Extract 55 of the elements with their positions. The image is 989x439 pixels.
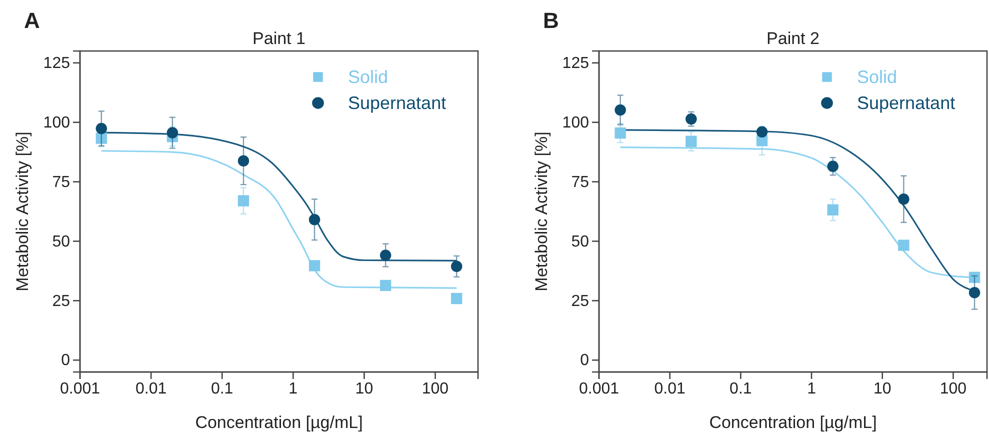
point [96,122,108,134]
x-tick-label: 1 [288,380,298,398]
chart-title: Paint 2 [766,29,820,48]
y-tick-label: 25 [52,292,70,310]
chart-title: Paint 1 [252,29,306,48]
x-tick-label: 0.1 [730,380,752,398]
y-tick-label: 75 [52,174,70,191]
x-tick-label: 0.001 [578,380,620,398]
legend-label: Supernatant [348,93,446,113]
point [686,136,697,147]
point [898,194,910,205]
y-tick-label: 50 [571,233,590,250]
legend-label: Solid [348,67,388,87]
legend-label: Supernatant [857,93,956,113]
text: B [543,8,559,33]
x-tick-label: 1 [807,380,816,398]
x-tick-label: 100 [940,380,967,398]
x-tick-label: 0.01 [135,380,167,398]
text: A [24,8,40,33]
x-tick-label: 100 [422,380,449,398]
point [827,160,838,172]
y-tick-label: 50 [52,233,70,250]
y-axis-title: Metabolic Activity [%] [532,132,551,292]
x-tick-label: 0.001 [60,380,100,398]
point [450,260,462,272]
x-tick-label: 0.1 [210,380,234,398]
point [380,250,392,261]
x-tick-label: 10 [873,380,892,398]
y-tick-label: 75 [571,174,590,191]
point [380,280,392,292]
x-tick-label: 10 [355,380,374,398]
y-tick-label: 100 [562,114,590,132]
x-axis-title: Concentration [µg/mL] [709,413,877,432]
point [614,104,626,116]
point [898,240,910,251]
y-tick-label: 0 [61,352,70,370]
x-axis-title: Concentration [µg/mL] [195,413,363,432]
point [827,204,838,216]
legend-label: Solid [857,67,898,87]
y-tick-label: 0 [580,352,590,370]
point [614,127,626,139]
point [308,260,320,272]
x-tick-label: 0.01 [654,380,686,398]
point [451,292,462,304]
point [96,132,107,144]
y-tick-label: 25 [571,292,590,310]
point [968,286,980,298]
point [968,272,980,283]
point [238,155,250,166]
point [308,214,320,226]
y-tick-label: 125 [562,55,590,72]
point [238,195,250,206]
y-axis-title: Metabolic Activity [%] [13,132,32,292]
y-tick-label: 100 [43,114,70,132]
y-tick-label: 125 [43,55,70,72]
